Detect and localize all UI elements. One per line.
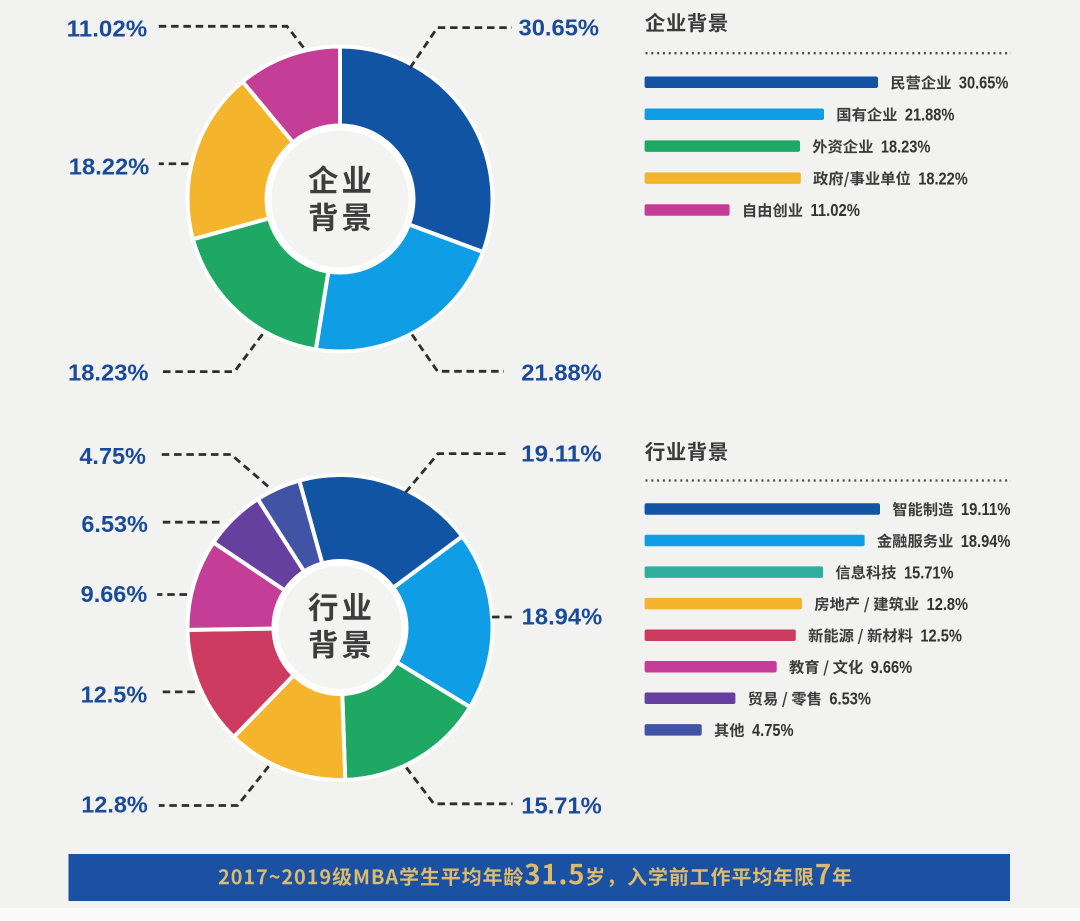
svg-text:15.71%: 15.71% [521,793,602,819]
svg-text:19.11%: 19.11% [961,499,1011,519]
svg-text:30.65%: 30.65% [959,73,1009,93]
svg-text:18.94%: 18.94% [522,604,603,630]
svg-text:6.53%: 6.53% [81,511,147,537]
svg-text:6.53%: 6.53% [829,689,871,709]
svg-text:30.65%: 30.65% [519,15,600,41]
svg-text:12.8%: 12.8% [927,594,969,614]
svg-text:18.94%: 18.94% [961,531,1011,551]
svg-text:9.66%: 9.66% [871,657,913,677]
svg-text:15.71%: 15.71% [904,562,954,582]
svg-text:18.22%: 18.22% [69,154,150,180]
svg-text:19.11%: 19.11% [521,441,602,467]
svg-text:18.22%: 18.22% [918,168,968,188]
svg-text:18.23%: 18.23% [68,360,149,386]
svg-text:12.8%: 12.8% [81,792,148,818]
svg-text:21.88%: 21.88% [905,104,955,124]
svg-text:9.66%: 9.66% [81,581,148,607]
svg-text:21.88%: 21.88% [521,360,602,386]
svg-text:11.02%: 11.02% [67,16,148,42]
svg-text:4.75%: 4.75% [752,720,794,740]
svg-text:11.02%: 11.02% [811,200,861,220]
svg-text:12.5%: 12.5% [920,625,962,645]
svg-text:18.23%: 18.23% [881,136,931,156]
svg-text:12.5%: 12.5% [81,682,148,708]
svg-text:4.75%: 4.75% [79,443,145,469]
